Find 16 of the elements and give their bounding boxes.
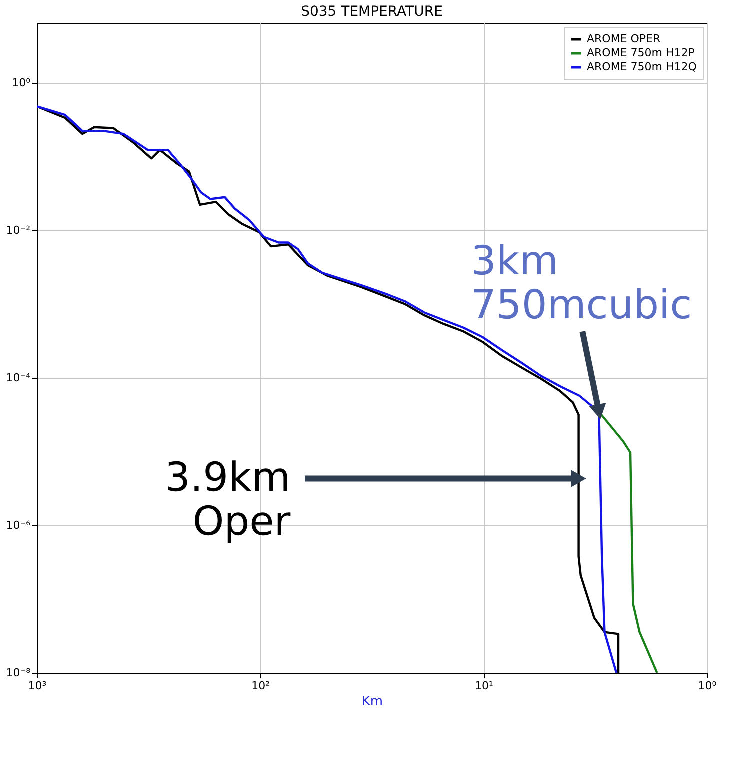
legend-label: AROME OPER — [587, 32, 662, 46]
annotation: 3km 750mcubic — [470, 238, 692, 328]
x-tick-label: 10³ — [28, 680, 47, 692]
x-axis-title: Km — [362, 694, 384, 710]
y-tick-label: 10⁻² — [6, 224, 30, 237]
y-tick-label: 10⁻⁶ — [6, 518, 32, 532]
legend-label: AROME 750m H12Q — [587, 60, 698, 74]
y-tick-label: 10⁰ — [12, 76, 32, 90]
annotation: 3.9km Oper — [164, 454, 292, 545]
x-tick-label: 10⁰ — [698, 680, 718, 692]
x-tick-label: 10¹ — [474, 680, 494, 692]
y-tick-label: 10⁻⁸ — [6, 666, 32, 680]
legend-label: AROME 750m H12P — [587, 46, 696, 60]
x-tick-label: 10² — [252, 680, 270, 692]
y-tick-label: 10⁻⁴ — [6, 371, 32, 384]
chart-title: S035 TEMPERATURE — [301, 4, 443, 20]
